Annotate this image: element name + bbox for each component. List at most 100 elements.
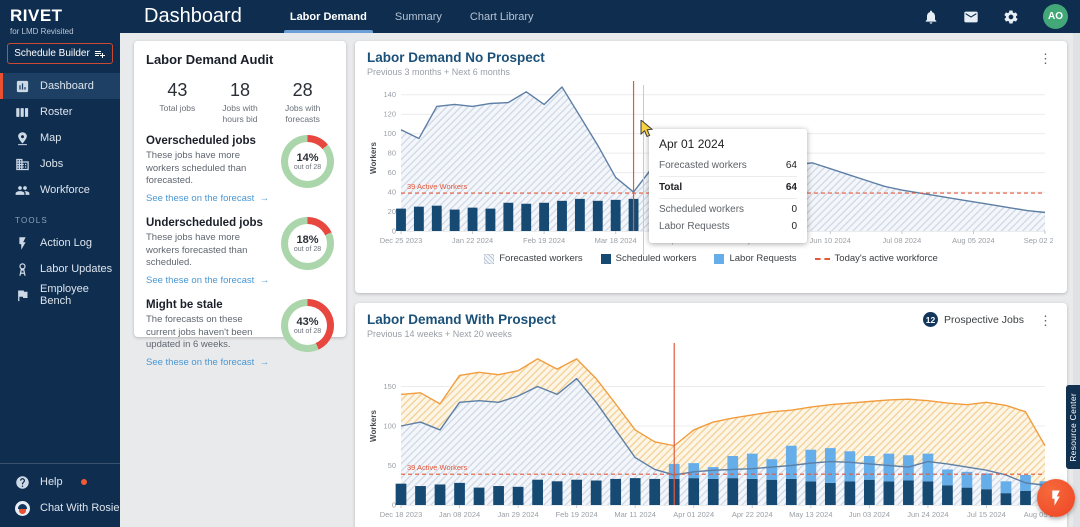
svg-text:20: 20 — [388, 207, 396, 216]
audit-section-might-be-stale: Might be stale The forecasts on these cu… — [146, 299, 334, 370]
svg-text:150: 150 — [383, 382, 396, 391]
mail-icon[interactable] — [963, 9, 979, 25]
labor-demand-with-prospect-chart[interactable]: 0 50 100 150 39 Active Workers Dec 18 2023 Jan… — [367, 339, 1066, 521]
svg-text:Sep 02 2024: Sep 02 2024 — [1024, 236, 1053, 245]
chart-subtitle: Previous 14 weeks + Next 20 weeks — [367, 329, 512, 339]
section-heading: Underscheduled jobs — [146, 217, 263, 230]
svg-text:50: 50 — [388, 461, 396, 470]
section-description: The forecasts on these current jobs have… — [146, 314, 253, 350]
svg-text:Jan 22 2024: Jan 22 2024 — [452, 236, 493, 245]
prospective-jobs-count: 12 — [923, 312, 939, 327]
sidebar-item-map[interactable]: Map — [0, 125, 120, 151]
sidebar-item-jobs[interactable]: Jobs — [0, 151, 120, 177]
svg-text:0: 0 — [392, 227, 396, 236]
see-on-forecast-link[interactable]: See these on the forecast → — [146, 275, 270, 287]
stat-jobs-with-hours-bid: 18 Jobs with hours bid — [209, 80, 272, 124]
vertical-scrollbar[interactable] — [1073, 33, 1080, 527]
dashboard-chart-icon — [16, 80, 29, 92]
prospective-jobs-badge[interactable]: 12 Prospective Jobs — [923, 312, 1024, 327]
sidebar-item-help[interactable]: Help — [0, 469, 120, 495]
header-icons: AO — [923, 4, 1068, 29]
svg-text:Apr 01 2024: Apr 01 2024 — [673, 510, 714, 519]
donut-out-of: out of 28 — [293, 246, 322, 254]
chart-subtitle: Previous 3 months + Next 6 months — [367, 67, 510, 77]
sidebar-item-label: Help — [40, 476, 63, 488]
see-on-forecast-link[interactable]: See these on the forecast → — [146, 193, 270, 205]
chart-menu-kebab-icon[interactable]: ⋮ — [1039, 313, 1052, 328]
labor-demand-no-prospect-chart[interactable]: 0 20 40 60 80 100 120 140 39 Active Workers Dec 2… — [367, 77, 1066, 247]
help-notification-dot — [80, 479, 87, 485]
stat-jobs-with-forecasts: 28 Jobs with forecasts — [271, 80, 334, 124]
svg-text:120: 120 — [383, 110, 396, 119]
section-heading: Might be stale — [146, 299, 223, 312]
chart-legend: Forecasted workers Scheduled workers Lab… — [367, 253, 1055, 264]
arrow-icon: → — [259, 275, 270, 287]
sidebar-item-label: Map — [40, 132, 62, 144]
audit-stats: 43 Total jobs 18 Jobs with hours bid 28 … — [146, 80, 334, 124]
quick-action-fab[interactable] — [1037, 479, 1075, 517]
main-content: Labor Demand Audit 43 Total jobs 18 Jobs… — [120, 33, 1080, 527]
sidebar-item-action-log[interactable]: Action Log — [0, 230, 120, 256]
schedule-builder-label: Schedule Builder — [14, 48, 90, 59]
tab-chart-library[interactable]: Chart Library — [469, 10, 534, 23]
svg-text:Jun 24 2024: Jun 24 2024 — [907, 510, 948, 519]
mouse-cursor-icon — [640, 120, 654, 138]
sidebar-item-employee-bench[interactable]: Employee Bench — [0, 282, 120, 308]
tab-summary[interactable]: Summary — [394, 10, 442, 23]
sidebar-item-chat-with-rosie[interactable]: Chat With Rosie — [0, 495, 120, 521]
donut-percent: 14% — [296, 152, 319, 165]
bell-icon[interactable] — [923, 9, 939, 25]
gear-icon[interactable] — [1003, 9, 1019, 25]
building-icon — [16, 158, 29, 170]
roster-columns-icon — [16, 107, 29, 117]
sidebar-item-roster[interactable]: Roster — [0, 99, 120, 125]
chart-title: Labor Demand No Prospect — [367, 50, 545, 65]
donut-percent: 18% — [296, 234, 319, 247]
chart-tooltip: Apr 01 2024 Forecasted workers 64 Total 64… — [649, 129, 807, 243]
tools-heading: TOOLS — [15, 216, 48, 225]
navy-swatch-icon — [600, 253, 611, 264]
bolt-icon — [19, 236, 26, 250]
section-description: These jobs have more workers forecasted … — [146, 232, 248, 268]
sidebar-item-labor-updates[interactable]: Labor Updates — [0, 256, 120, 282]
tooltip-row-forecasted: Forecasted workers 64 — [659, 155, 797, 177]
svg-text:Apr 22 2024: Apr 22 2024 — [732, 510, 773, 519]
playlist-add-icon — [94, 50, 105, 58]
tab-labor-demand[interactable]: Labor Demand — [276, 0, 381, 33]
svg-text:39 Active Workers: 39 Active Workers — [407, 182, 468, 191]
underscheduled-donut: 18% out of 28 — [281, 217, 334, 271]
tooltip-row-total: Total 64 — [659, 177, 797, 199]
audit-card-title: Labor Demand Audit — [146, 52, 274, 67]
stat-label: Total jobs — [159, 103, 196, 113]
schedule-builder-button[interactable]: Schedule Builder — [7, 43, 113, 64]
legend-scheduled-workers: Scheduled workers — [600, 253, 696, 264]
sidebar-item-workforce[interactable]: Workforce — [0, 177, 120, 203]
see-on-forecast-link[interactable]: See these on the forecast → — [146, 357, 270, 369]
svg-text:Dec 25 2023: Dec 25 2023 — [380, 236, 423, 245]
stat-label: Jobs with forecasts — [284, 103, 321, 124]
resource-center-tab[interactable]: Resource Center — [1066, 385, 1080, 469]
sidebar: RIVET for LMD Revisited Schedule Builder… — [0, 0, 120, 527]
svg-text:Jan 29 2024: Jan 29 2024 — [497, 510, 538, 519]
labor-demand-no-prospect-card: Labor Demand No Prospect Previous 3 mont… — [355, 41, 1067, 293]
tooltip-row-scheduled: Scheduled workers 0 — [659, 204, 797, 215]
user-avatar[interactable]: AO — [1043, 4, 1068, 29]
labor-demand-with-prospect-card: Labor Demand With Prospect Previous 14 w… — [355, 303, 1067, 527]
broadcast-icon — [19, 262, 26, 276]
svg-text:Feb 19 2024: Feb 19 2024 — [556, 510, 598, 519]
sidebar-item-label: Employee Bench — [40, 283, 89, 307]
chart-title: Labor Demand With Prospect — [367, 312, 556, 327]
svg-text:39 Active Workers: 39 Active Workers — [407, 463, 468, 472]
rosie-avatar-icon — [15, 500, 30, 516]
chart-menu-kebab-icon[interactable]: ⋮ — [1039, 51, 1052, 66]
sidebar-item-dashboard[interactable]: Dashboard — [0, 73, 120, 99]
stat-value: 43 — [167, 80, 188, 100]
legend-labor-requests: Labor Requests — [714, 253, 797, 264]
blue-swatch-icon — [714, 253, 725, 264]
svg-text:0: 0 — [392, 501, 396, 510]
hatch-swatch-icon — [484, 253, 495, 264]
legend-forecasted-workers: Forecasted workers — [484, 253, 583, 264]
audit-section-overscheduled: Overscheduled jobs These jobs have more … — [146, 135, 334, 206]
legend-todays-active-workforce: Today's active workforce — [814, 253, 938, 264]
